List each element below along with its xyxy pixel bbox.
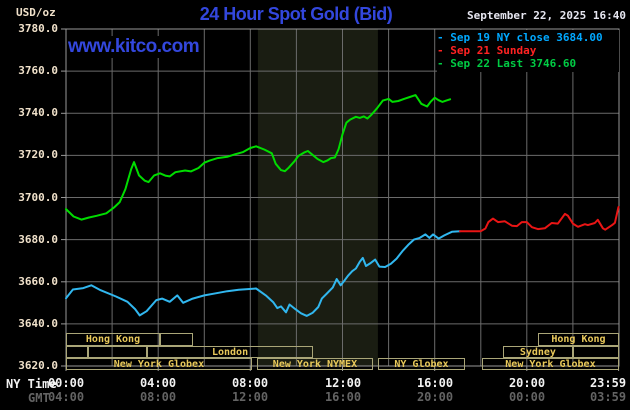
session-box <box>160 332 193 346</box>
session-box-new-york-nymex: New York NYMEX <box>257 357 373 370</box>
session-box <box>572 345 619 358</box>
y-axis-label: 3700.0 <box>18 191 58 204</box>
chart-legend: - Sep 19 NY close 3684.00 - Sep 21 Sunda… <box>437 30 619 72</box>
session-label: NY Globex <box>394 358 449 370</box>
y-axis-label: 3680.0 <box>18 233 58 246</box>
session-box-new-york-globex: New York Globex <box>481 357 619 370</box>
session-box <box>66 345 88 358</box>
page-title: 24 Hour Spot Gold (Bid) <box>199 4 393 24</box>
session-box-sydney: Sydney <box>502 345 573 358</box>
x-axis-label-gmt: 00:00 <box>508 390 546 404</box>
x-axis-label-gmt: 12:00 <box>231 390 269 404</box>
session-box-london: London <box>147 345 313 358</box>
gmt-caption: GMT <box>28 391 50 405</box>
session-box-hong-kong: Hong Kong <box>66 332 160 346</box>
x-axis-label-ny: 00:00 <box>47 376 85 390</box>
x-axis-label-ny: 12:00 <box>324 376 362 390</box>
y-axis-label: 3720.0 <box>18 148 58 161</box>
y-axis-label: 3660.0 <box>18 275 58 288</box>
session-label: Sydney <box>519 346 556 358</box>
x-axis-label-gmt: 03:59 <box>589 390 627 404</box>
x-axis-label-gmt: 16:00 <box>324 390 362 404</box>
session-label: New York Globex <box>113 358 205 370</box>
chart-datetime: September 22, 2025 16:40 <box>467 9 626 22</box>
x-axis-label-ny: 16:00 <box>416 376 454 390</box>
y-axis-label: 3740.0 <box>18 106 58 119</box>
y-axis-label: 3620.0 <box>18 359 58 372</box>
session-box <box>87 345 148 358</box>
x-axis-label-gmt: 08:00 <box>139 390 177 404</box>
session-label: London <box>211 346 249 358</box>
session-box-new-york-globex: New York Globex <box>66 357 252 370</box>
ny-time-caption: NY Time <box>6 377 57 391</box>
y-axis-label: 3640.0 <box>18 317 58 330</box>
x-axis-label-gmt: 20:00 <box>416 390 454 404</box>
session-label: Hong Kong <box>551 333 606 345</box>
y-axis-label: 3760.0 <box>18 64 58 77</box>
session-label: New York Globex <box>505 358 596 370</box>
session-box-ny-globex: NY Globex <box>378 357 465 370</box>
session-label: New York NYMEX <box>272 358 358 370</box>
x-axis-label-ny: 23:59 <box>589 376 627 390</box>
legend-item-sep21: - Sep 21 Sunday <box>437 44 537 57</box>
session-box-hong-kong: Hong Kong <box>537 332 619 346</box>
legend-item-sep22: - Sep 22 Last 3746.60 <box>437 57 577 70</box>
x-axis-label-gmt: 04:00 <box>47 390 85 404</box>
x-axis-label-ny: 20:00 <box>508 376 546 390</box>
kitco-logo-link[interactable]: www.kitco.com <box>68 36 200 58</box>
x-axis-label-ny: 08:00 <box>231 376 269 390</box>
x-axis-label-ny: 04:00 <box>139 376 177 390</box>
y-axis-label: 3780.0 <box>18 22 58 35</box>
price-unit-label: USD/oz <box>16 6 56 19</box>
session-label: Hong Kong <box>85 333 141 345</box>
legend-item-sep19: - Sep 19 NY close 3684.00 <box>437 31 603 44</box>
